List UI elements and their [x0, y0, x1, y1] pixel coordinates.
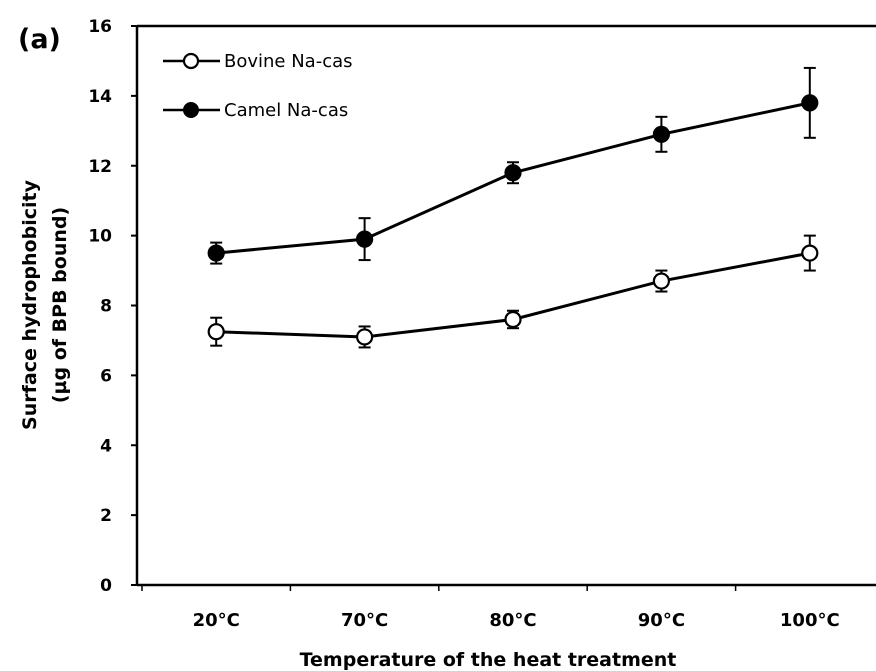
y-tick-label: 6: [100, 366, 112, 386]
legend-marker-bovine: [182, 52, 200, 70]
x-tick-label: 90°C: [638, 610, 685, 631]
legend: Bovine Na-cas Camel Na-cas: [163, 51, 353, 121]
x-tick-label: 100°C: [780, 610, 840, 631]
y-tick-label: 4: [100, 436, 112, 456]
x-tick-label: 80°C: [489, 610, 536, 631]
x-tick-label: 20°C: [193, 610, 240, 631]
data-point-bovine: [356, 328, 374, 346]
y-tick-label: 16: [88, 17, 112, 37]
data-point-camel: [356, 230, 374, 248]
y-axis-ticks: 0 2 4 6 8 10 12 14 16: [88, 17, 137, 596]
y-tick-label: 8: [100, 297, 112, 317]
y-tick-label: 14: [88, 87, 112, 107]
panel-label: (a): [18, 24, 61, 55]
legend-marker-camel: [183, 102, 199, 118]
x-tick-label: 70°C: [341, 610, 388, 631]
y-axis-title: Surface hydrophobicity: [19, 179, 41, 430]
legend-label-camel: Camel Na-cas: [224, 100, 348, 121]
data-point-bovine: [207, 323, 225, 341]
data-point-camel: [652, 125, 671, 143]
y-axis-title-line2: (µg of BPB bound): [49, 207, 71, 403]
y-tick-label: 10: [88, 227, 112, 247]
y-tick-label: 0: [100, 576, 112, 596]
data-point-bovine: [504, 310, 522, 329]
x-axis-ticks: 20°C 70°C 80°C 90°C 100°C: [141, 585, 840, 631]
y-tick-label: 12: [88, 157, 112, 177]
legend-label-bovine: Bovine Na-cas: [224, 51, 353, 72]
data-point-camel: [207, 244, 225, 262]
y-tick-label: 2: [100, 506, 112, 526]
data-point-camel: [504, 164, 522, 182]
data-point-bovine: [652, 272, 671, 290]
data-point-camel: [801, 94, 819, 112]
series-layer: [207, 66, 819, 349]
data-point-bovine: [801, 244, 819, 262]
x-axis-title: Temperature of the heat treatment: [300, 649, 677, 671]
